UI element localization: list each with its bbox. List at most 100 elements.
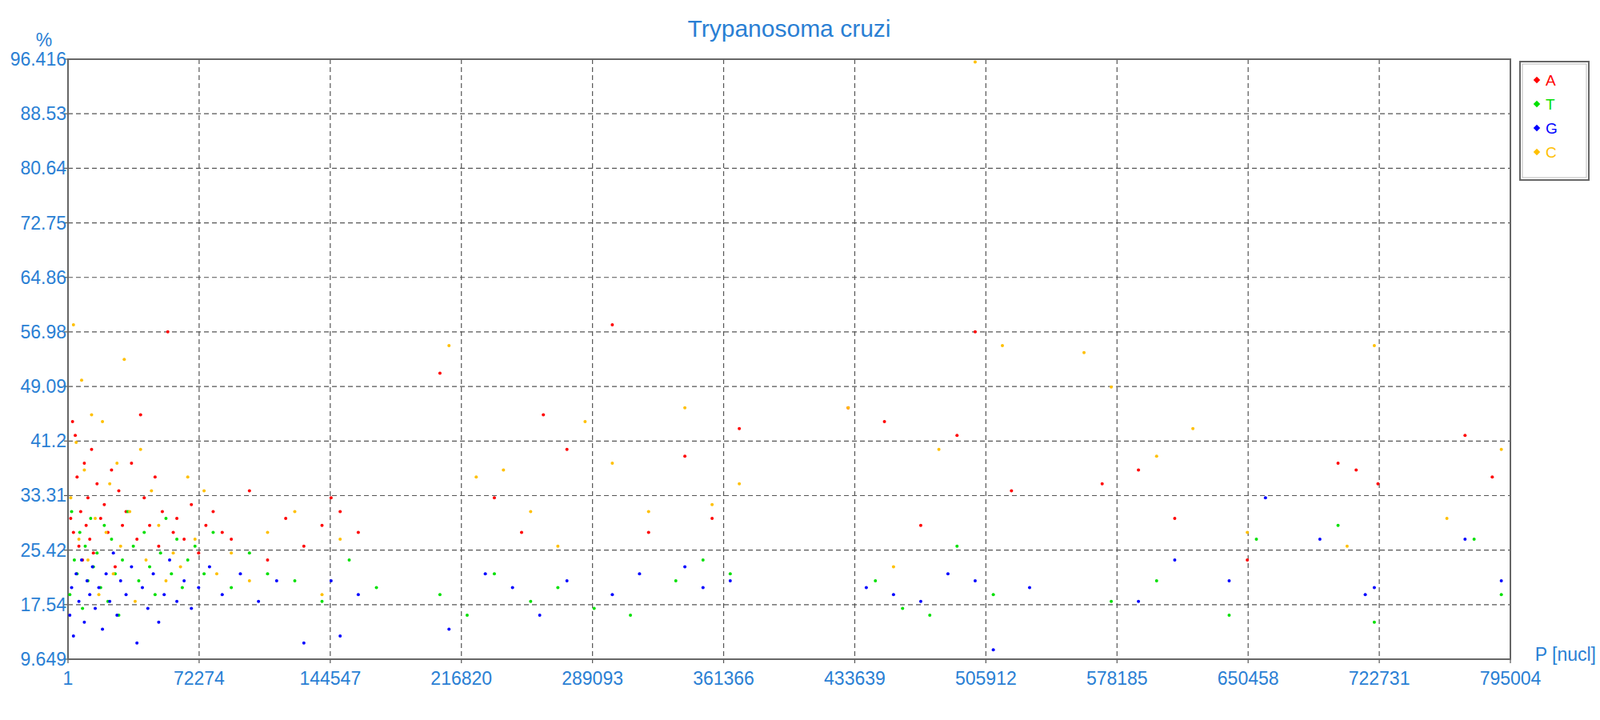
legend-marker: [1533, 76, 1540, 84]
y-tick-label: 56.98: [20, 321, 67, 343]
point: [153, 475, 157, 479]
point: [144, 558, 148, 562]
x-grid-line: [198, 59, 200, 660]
point: [438, 592, 442, 596]
point: [238, 572, 242, 576]
legend-inner-box: [1522, 64, 1587, 178]
point: [610, 461, 614, 465]
point: [737, 482, 741, 486]
y-grid-line: [68, 331, 1511, 332]
point: [1109, 385, 1113, 389]
x-tick-label: 144547: [299, 668, 361, 689]
point: [89, 412, 93, 416]
point: [68, 496, 72, 500]
y-grid-line: [68, 440, 1511, 442]
point: [204, 524, 208, 528]
grid: [64, 59, 1511, 664]
point: [112, 572, 116, 576]
y-grid-line: [68, 385, 1511, 387]
point: [77, 600, 81, 604]
point: [302, 641, 306, 645]
point: [1264, 496, 1268, 500]
y-tick-label: 25.42: [20, 540, 67, 561]
point: [900, 606, 904, 610]
x-grid-line: [460, 59, 462, 660]
point: [265, 572, 269, 576]
point: [72, 530, 76, 534]
point: [148, 524, 152, 528]
point: [275, 579, 279, 583]
point: [1463, 433, 1467, 437]
point: [175, 516, 179, 520]
point: [162, 592, 166, 596]
y-grid-line: [68, 222, 1511, 224]
point: [1500, 579, 1504, 583]
point: [160, 509, 164, 513]
point: [348, 558, 352, 562]
point: [541, 412, 545, 416]
point: [864, 586, 868, 590]
point: [156, 524, 160, 528]
point: [955, 544, 959, 548]
point: [82, 468, 86, 472]
point: [129, 461, 133, 465]
legend-box: [1520, 61, 1589, 180]
point: [1136, 600, 1140, 604]
point: [108, 600, 112, 604]
point: [583, 420, 587, 424]
point: [1445, 516, 1449, 520]
y-tick-label: 72.75: [20, 212, 67, 234]
y-grid-line: [68, 113, 1511, 115]
point: [683, 454, 687, 458]
point: [140, 586, 144, 590]
point: [292, 579, 296, 583]
point: [169, 572, 173, 576]
point: [211, 530, 215, 534]
point: [1028, 586, 1032, 590]
point: [136, 579, 140, 583]
point: [120, 524, 124, 528]
point: [528, 509, 532, 513]
x-grid-line: [854, 59, 856, 660]
point: [556, 586, 560, 590]
point: [375, 586, 379, 590]
point: [973, 60, 977, 64]
point: [1191, 427, 1195, 431]
point: [447, 344, 451, 348]
x-grid-line: [592, 59, 593, 660]
point: [72, 558, 76, 562]
point: [1172, 516, 1176, 520]
point: [338, 634, 342, 638]
point: [248, 489, 252, 493]
point: [142, 530, 146, 534]
point: [172, 530, 176, 534]
y-grid-line: [68, 495, 1511, 496]
x-tick-label: 361366: [692, 668, 755, 689]
point: [113, 565, 117, 569]
point: [128, 509, 132, 513]
y-tick-label: 80.64: [20, 157, 67, 179]
x-grid-line: [723, 59, 724, 660]
point: [511, 586, 515, 590]
point: [992, 648, 996, 652]
point: [135, 537, 139, 541]
y-grid-line: [68, 604, 1511, 605]
point: [146, 606, 150, 610]
point: [104, 572, 108, 576]
y-grid-line: [68, 549, 1511, 551]
point: [356, 530, 360, 534]
point: [1245, 558, 1249, 562]
point: [302, 544, 306, 548]
point: [946, 572, 950, 576]
point: [338, 537, 342, 541]
point: [120, 558, 124, 562]
point: [1490, 475, 1494, 479]
y-tick-label: 9.649: [20, 648, 67, 670]
point: [338, 509, 342, 513]
point: [70, 509, 74, 513]
point: [168, 558, 172, 562]
point: [1009, 489, 1013, 493]
y-tick-label: 96.416: [10, 48, 67, 70]
point: [202, 489, 206, 493]
point: [683, 406, 687, 410]
